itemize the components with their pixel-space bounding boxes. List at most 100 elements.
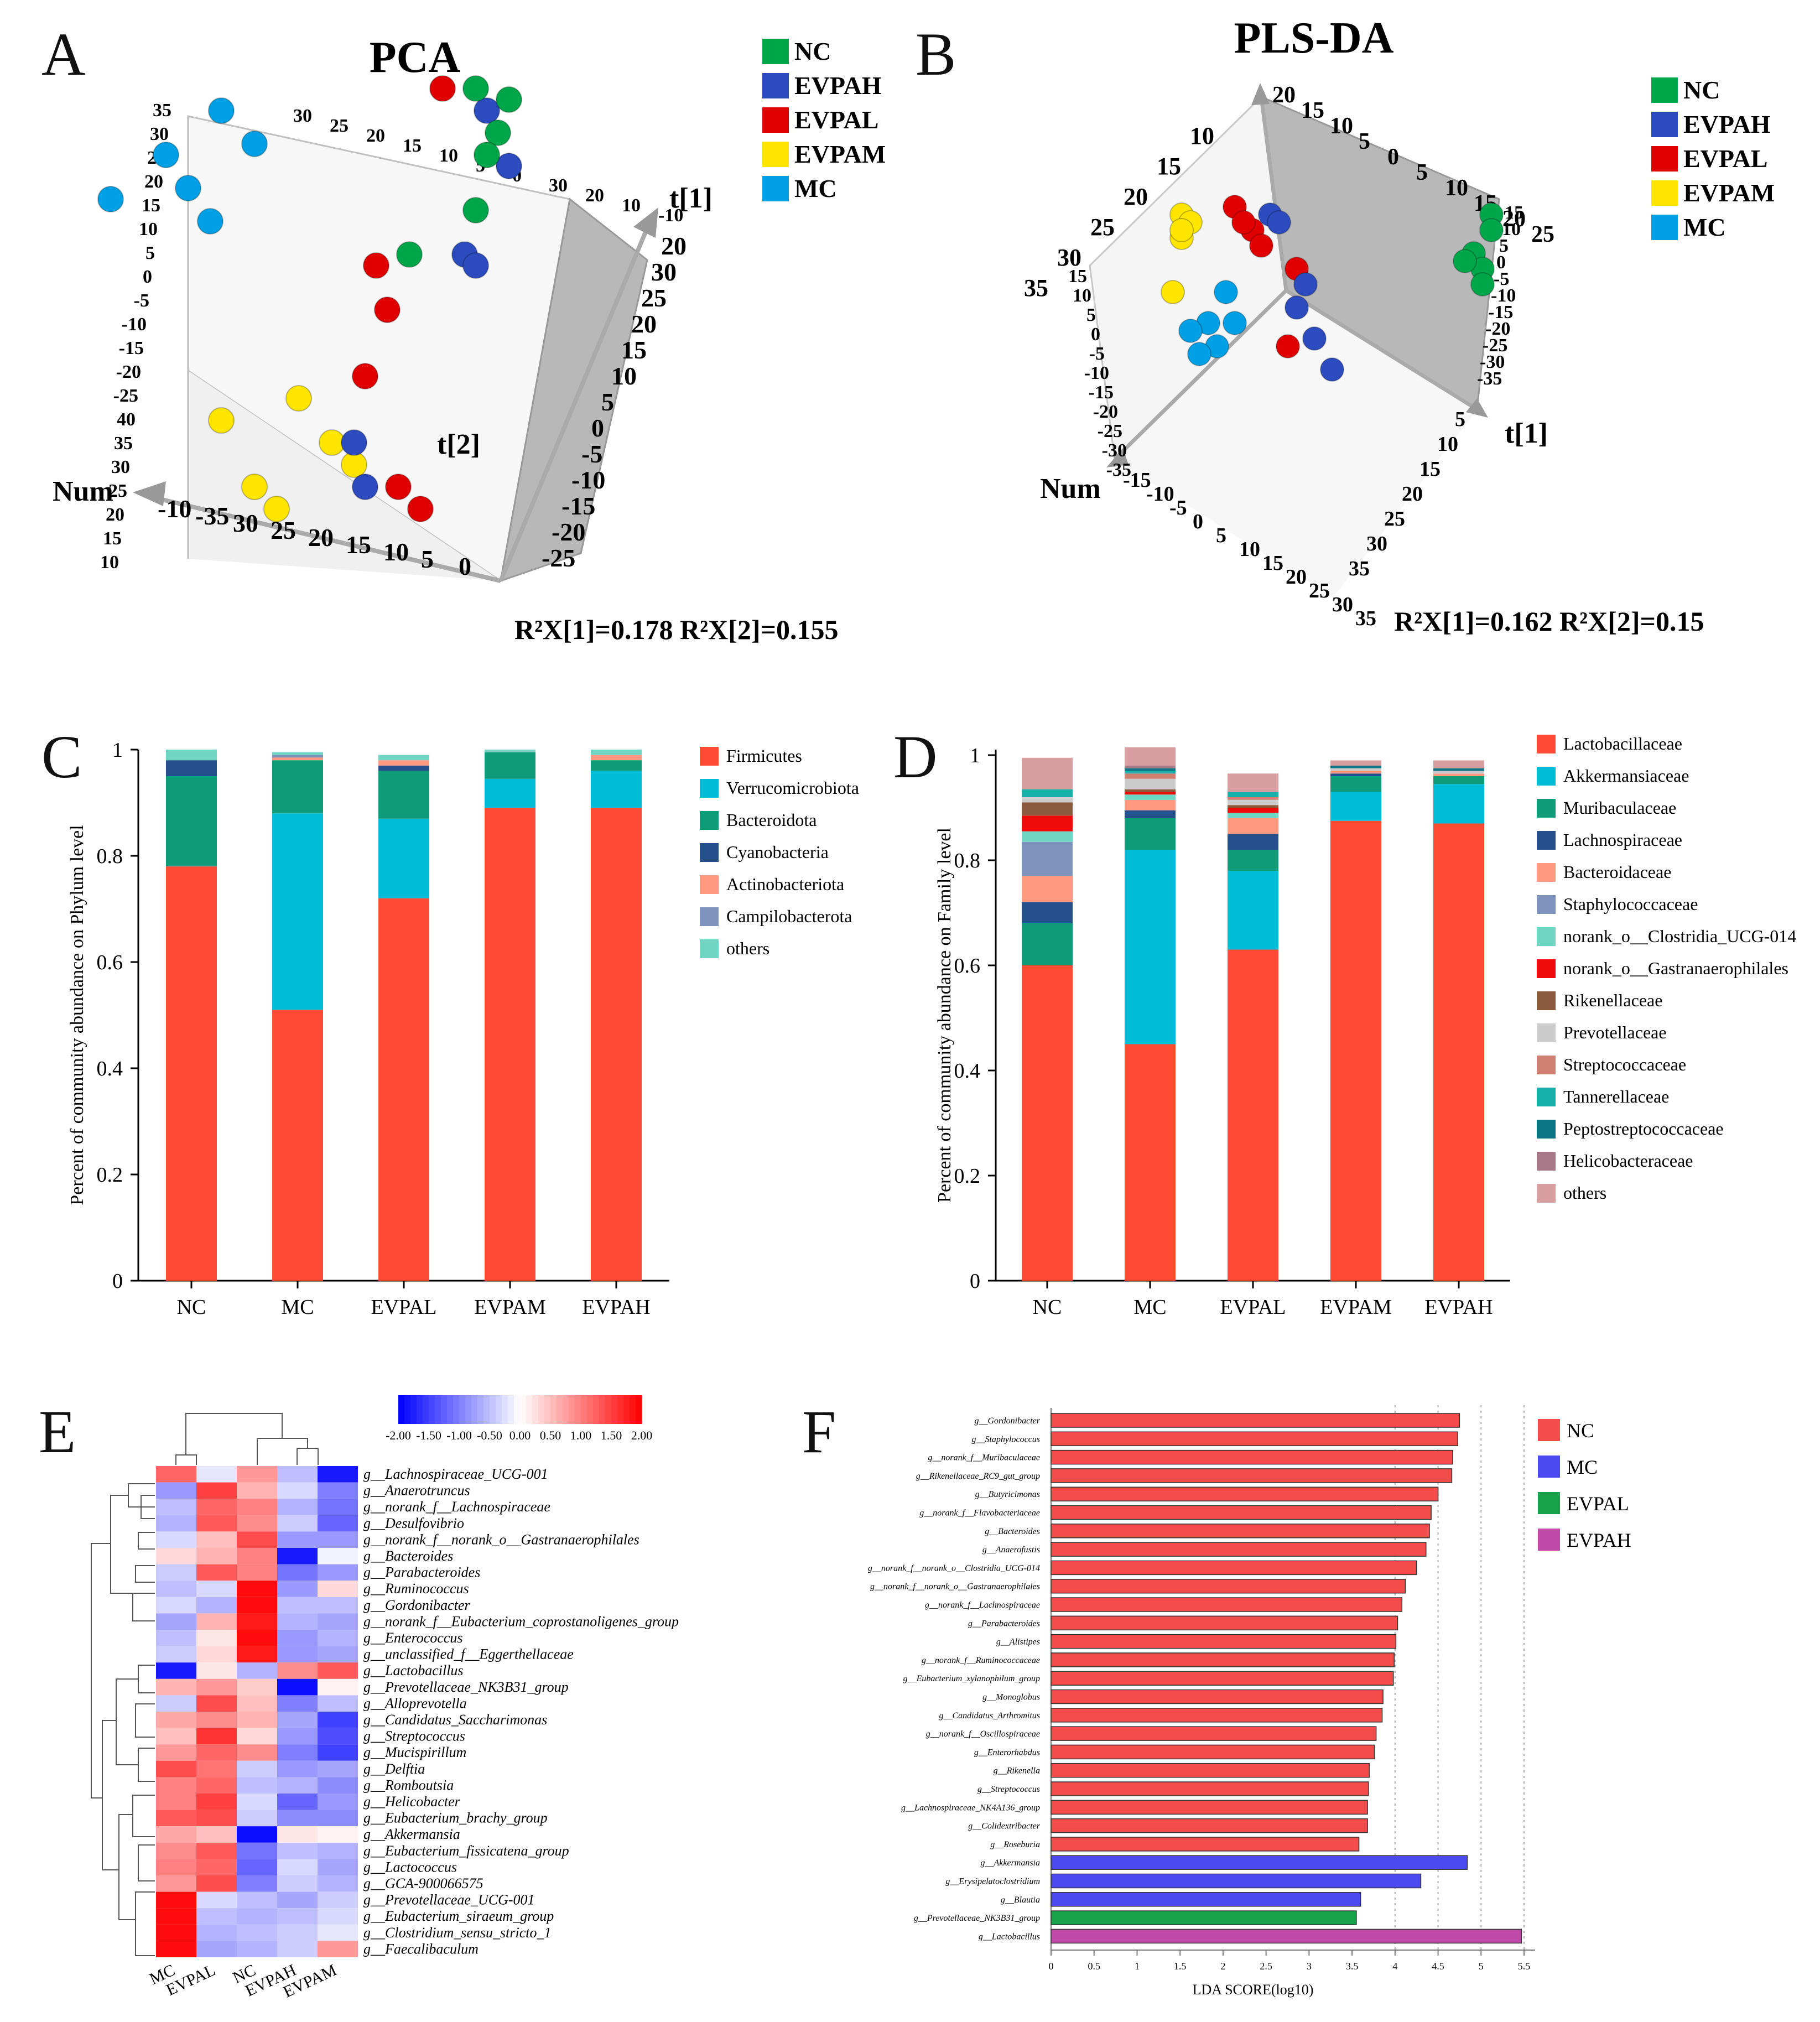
lda-bar-label-g-lachnospiraceae-nk4a136-group: g__Lachnospiraceae_NK4A136_group bbox=[901, 1803, 1040, 1812]
lda-bar-label-g-gordonibacter: g__Gordonibacter bbox=[974, 1416, 1040, 1426]
heatmap-cell-8-evpam bbox=[318, 1597, 358, 1614]
colorbar-segment-32 bbox=[593, 1395, 600, 1424]
pca-t1-axis bbox=[498, 220, 652, 582]
family-bar-mc-streptococcaceae bbox=[1125, 773, 1176, 779]
row-dendro-15 bbox=[102, 1720, 119, 1870]
lda-bar-g-lachnospiraceae-nk4a136-group bbox=[1051, 1800, 1368, 1815]
colorbar-segment-21 bbox=[526, 1395, 533, 1424]
plsda-tick-top-1: 15 bbox=[1301, 98, 1324, 123]
family-bar-nc-bacteroidaceae bbox=[1022, 876, 1073, 902]
heatmap-row-label-8: g__Gordonibacter bbox=[363, 1597, 470, 1613]
pca-legend: NC EVPAH EVPAL EVPAM MC bbox=[762, 37, 886, 202]
phylum-legend-swatch-others bbox=[700, 939, 719, 958]
colorbar-segment-6 bbox=[435, 1395, 441, 1424]
plsda-legend-label-evpal: EVPAL bbox=[1683, 144, 1768, 173]
plsda-vertical-arrow bbox=[1251, 83, 1270, 105]
lda-bar-label-g-staphylococcus: g__Staphylococcus bbox=[971, 1434, 1040, 1444]
heatmap-cell-26-evpah bbox=[277, 1891, 318, 1909]
col-dendro-root bbox=[185, 1413, 283, 1455]
heatmap-cell-4-nc bbox=[237, 1531, 277, 1548]
pca-tick-left-11: -20 bbox=[116, 362, 141, 382]
pca-tick-left-7: 0 bbox=[143, 267, 152, 287]
pca-point-nc-0 bbox=[496, 86, 522, 113]
plsda-tick-bottom-1: -10 bbox=[1146, 482, 1174, 506]
lda-legend-swatch-mc bbox=[1538, 1456, 1560, 1478]
heatmap-cell-29-nc bbox=[237, 1941, 277, 1957]
pca-tick-right-9: -10 bbox=[571, 466, 605, 494]
colorbar-segment-7 bbox=[441, 1395, 448, 1424]
plsda-tick-left-upper-3: 25 bbox=[1090, 214, 1115, 241]
plsda-tick-bottom-0: -15 bbox=[1123, 469, 1151, 492]
colorbar-segment-4 bbox=[423, 1395, 429, 1424]
pca-legend-swatch-nc bbox=[762, 39, 789, 64]
family-legend-swatch-lachnospiraceae bbox=[1537, 831, 1556, 850]
row-dendro-11 bbox=[138, 1844, 155, 1881]
heatmap-cell-12-evpam bbox=[318, 1662, 358, 1679]
heatmap-cell-18-evpal bbox=[196, 1760, 237, 1777]
heatmap-cell-8-nc bbox=[237, 1597, 277, 1614]
family-legend-label-others: others bbox=[1563, 1183, 1606, 1203]
plsda-point-nc-4 bbox=[1453, 249, 1477, 273]
family-bar-nc-others bbox=[1022, 757, 1073, 789]
pca-tick-right-5: 10 bbox=[611, 362, 637, 390]
phylum-ytick-label-0-8: 0.8 bbox=[97, 845, 123, 868]
colorbar-segment-1 bbox=[404, 1395, 411, 1424]
heatmap-row-label-19: g__Romboutsia bbox=[363, 1777, 454, 1793]
phylum-xtick-label-nc: NC bbox=[177, 1296, 206, 1319]
plsda-tick-left-lower-2: 5 bbox=[1086, 305, 1096, 325]
pca-point-mc-4 bbox=[97, 186, 124, 212]
pca-tick-bottom-4: 20 bbox=[308, 523, 334, 552]
plsda-tick-bottom-3: 0 bbox=[1193, 510, 1203, 533]
family-bar-mc-lachnospiraceae bbox=[1125, 810, 1176, 818]
heatmap-cell-4-evpam bbox=[318, 1531, 358, 1548]
heatmap-cell-6-mc bbox=[156, 1564, 196, 1581]
plsda-tick-left-lower-0: 15 bbox=[1068, 266, 1087, 287]
phylum-legend-swatch-verrucomicrobiota bbox=[700, 779, 719, 798]
pca-tick-left-16: 25 bbox=[108, 481, 127, 501]
heatmap-row-labels: g__Lachnospiraceae_UCG-001g__Anaerotrunc… bbox=[363, 1466, 679, 1957]
heatmap-cells bbox=[156, 1466, 358, 1957]
heatmap-cell-7-evpam bbox=[318, 1581, 358, 1597]
lda-bar-label-g-erysipelatoclostridium: g__Erysipelatoclostridium bbox=[945, 1877, 1040, 1886]
panel-label-c: C bbox=[41, 723, 82, 791]
colorbar-segment-2 bbox=[410, 1395, 417, 1424]
lda-bar-g-norank-f-muribaculaceae bbox=[1051, 1449, 1453, 1465]
plsda-legend-swatch-nc bbox=[1651, 77, 1678, 103]
panel-label-e: E bbox=[39, 1398, 76, 1465]
lda-legend-swatch-evpah bbox=[1538, 1529, 1560, 1551]
colorbar-segment-12 bbox=[471, 1395, 478, 1424]
pca-tick-left-1: 30 bbox=[150, 124, 169, 144]
family-bar-evpal-streptococcaceae bbox=[1228, 797, 1278, 800]
plsda-tick-left-upper-0: 10 bbox=[1190, 122, 1214, 149]
heatmap-cell-28-evpam bbox=[318, 1924, 358, 1941]
family-xtick-label-evpah: EVPAH bbox=[1424, 1296, 1493, 1319]
family-legend-swatch-staphylococcaceae bbox=[1537, 895, 1556, 914]
lda-bar-g-anaerofustis bbox=[1051, 1542, 1427, 1557]
heatmap-cell-16-nc bbox=[237, 1728, 277, 1745]
heatmap-cell-24-evpal bbox=[196, 1859, 237, 1875]
family-xtick-label-evpal: EVPAL bbox=[1220, 1296, 1286, 1319]
lda-legend-swatch-nc bbox=[1538, 1419, 1560, 1441]
plsda-t1-axis bbox=[1285, 289, 1478, 411]
family-legend-swatch-norank-o-clostridia-ucg-014 bbox=[1537, 927, 1556, 946]
colorbar-segment-30 bbox=[581, 1395, 587, 1424]
pca-point-nc-2 bbox=[462, 197, 489, 223]
lda-xtick-label-5: 5 bbox=[1479, 1961, 1484, 1972]
family-legend-label-norank-o-clostridia-ucg-014: norank_o__Clostridia_UCG-014 bbox=[1563, 926, 1796, 946]
heatmap-cell-21-nc bbox=[237, 1810, 277, 1827]
row-dendro-3 bbox=[138, 1532, 155, 1550]
heatmap-cell-15-evpal bbox=[196, 1712, 237, 1728]
heatmap-cell-2-evpah bbox=[277, 1499, 318, 1515]
family-xtick-label-nc: NC bbox=[1033, 1296, 1062, 1319]
heatmap-cell-3-nc bbox=[237, 1515, 277, 1532]
plsda-legend-swatch-evpam bbox=[1651, 180, 1678, 206]
plsda-point-evpam-3 bbox=[1161, 280, 1185, 304]
phylum-legend-swatch-campilobacterota bbox=[700, 907, 719, 926]
heatmap-cell-29-evpah bbox=[277, 1941, 318, 1957]
lda-bar-label-g-norank-f-oscillospiraceae: g__norank_f__Oscillospiraceae bbox=[926, 1729, 1040, 1739]
heatmap-cell-17-evpam bbox=[318, 1744, 358, 1761]
plsda-num-axis bbox=[1113, 289, 1288, 461]
plsda-point-mc-5 bbox=[1187, 342, 1211, 366]
pca-point-evpah-3 bbox=[462, 252, 489, 279]
